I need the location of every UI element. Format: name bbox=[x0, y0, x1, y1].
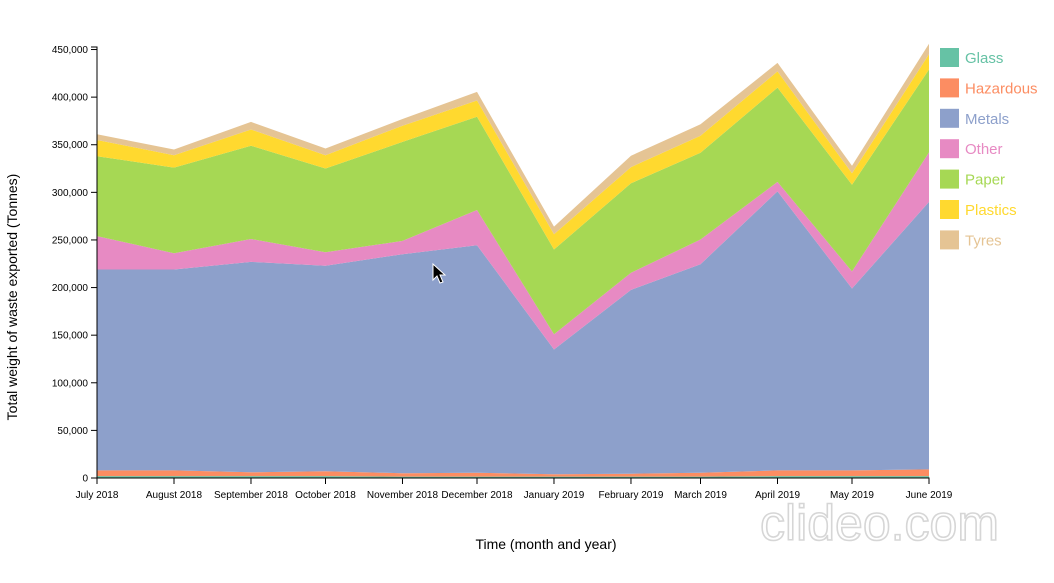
y-tick-label: 350,000 bbox=[52, 140, 89, 151]
y-axis-title: Total weight of waste exported (Tonnes) bbox=[4, 174, 20, 421]
y-tick-label: 50,000 bbox=[57, 426, 88, 437]
legend-label-tyres: Tyres bbox=[965, 232, 1002, 249]
area-metals bbox=[97, 191, 929, 475]
area-layers bbox=[97, 43, 929, 478]
legend-swatch-hazardous bbox=[940, 78, 959, 98]
legend-swatch-tyres bbox=[940, 230, 959, 250]
y-axis: 0 50,000 100,000 150,000 200,000 250,000 300,0… bbox=[52, 45, 98, 485]
y-axis-line bbox=[91, 46, 98, 479]
y-tick-label: 450,000 bbox=[52, 45, 89, 56]
y-tick-label: 100,000 bbox=[52, 378, 89, 389]
legend-swatch-plastics bbox=[940, 200, 959, 219]
y-tick-label: 300,000 bbox=[52, 188, 89, 199]
x-axis: July 2018 August 2018 September 2018 Octobe… bbox=[76, 477, 953, 501]
x-tick-label: July 2018 bbox=[76, 490, 119, 501]
legend: Glass Hazardous Metals Other Paper Plastics Ty… bbox=[940, 48, 1038, 250]
legend-label-glass: Glass bbox=[965, 50, 1003, 67]
legend-swatch-metals bbox=[940, 108, 959, 128]
legend-swatch-glass bbox=[940, 48, 959, 67]
x-tick-label: August 2018 bbox=[146, 490, 203, 501]
x-tick-label: November 2018 bbox=[367, 490, 439, 501]
legend-label-hazardous: Hazardous bbox=[965, 80, 1038, 97]
legend-label-other: Other bbox=[965, 141, 1003, 158]
y-tick-label: 0 bbox=[82, 474, 88, 485]
area-hazardous bbox=[97, 469, 929, 477]
area-paper bbox=[97, 69, 929, 335]
y-tick-label: 150,000 bbox=[52, 331, 89, 342]
legend-label-plastics: Plastics bbox=[965, 202, 1017, 219]
legend-swatch-paper bbox=[940, 169, 959, 189]
x-tick-label: April 2019 bbox=[755, 490, 800, 501]
x-axis-line bbox=[96, 477, 930, 484]
x-tick-label: May 2019 bbox=[830, 490, 874, 501]
watermark-text: clideo.com bbox=[760, 495, 999, 551]
legend-label-paper: Paper bbox=[965, 172, 1005, 189]
x-tick-label: December 2018 bbox=[441, 490, 513, 501]
y-tick-label: 400,000 bbox=[52, 93, 89, 104]
y-tick-label: 200,000 bbox=[52, 283, 89, 294]
arrow-cursor-icon bbox=[432, 262, 447, 284]
x-axis-title: Time (month and year) bbox=[475, 536, 616, 552]
legend-label-metals: Metals bbox=[965, 111, 1009, 128]
x-tick-label: March 2019 bbox=[674, 490, 727, 501]
y-tick-label: 250,000 bbox=[52, 235, 89, 246]
x-tick-label: June 2019 bbox=[906, 490, 953, 501]
area-other bbox=[97, 152, 929, 350]
x-tick-label: February 2019 bbox=[598, 490, 663, 501]
x-tick-label: October 2018 bbox=[295, 490, 356, 501]
legend-swatch-other bbox=[940, 139, 959, 159]
x-tick-label: September 2018 bbox=[214, 490, 288, 501]
x-tick-label: January 2019 bbox=[524, 490, 585, 501]
